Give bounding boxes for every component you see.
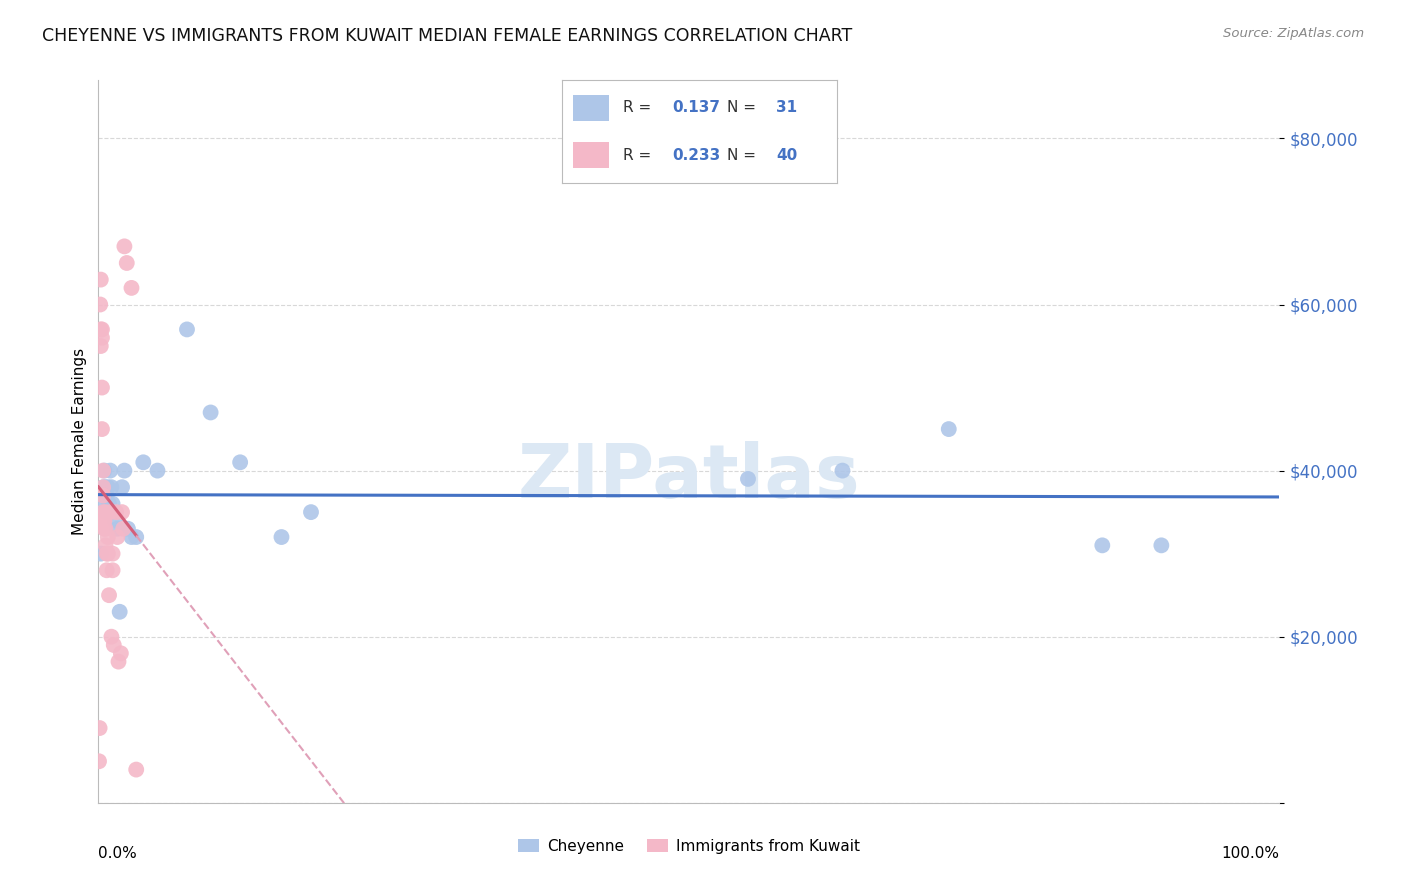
Point [100, 480, 122, 494]
Text: ZIPatlas: ZIPatlas [517, 442, 860, 514]
Point [112, 464, 135, 478]
Text: 0.137: 0.137 [672, 101, 720, 115]
Point [299, 505, 322, 519]
Point [125, 763, 148, 777]
Point [125, 530, 148, 544]
Text: N =: N = [727, 101, 761, 115]
Point [91, 422, 114, 436]
Point [112, 522, 135, 536]
Point [103, 638, 125, 652]
Point [121, 281, 143, 295]
Point [105, 530, 128, 544]
Text: 0.0%: 0.0% [98, 847, 138, 861]
Point [94, 538, 117, 552]
Point [90, 339, 112, 353]
Point [96, 563, 118, 577]
Text: R =: R = [623, 101, 655, 115]
Point [111, 480, 134, 494]
Point [101, 497, 124, 511]
Point [97, 480, 120, 494]
Point [270, 530, 292, 544]
Point [91, 331, 114, 345]
Point [98, 588, 121, 602]
Point [93, 513, 115, 527]
Point [110, 646, 132, 660]
Point [98, 505, 121, 519]
Point [96, 505, 118, 519]
Point [104, 513, 127, 527]
Point [108, 605, 131, 619]
Point [91, 489, 114, 503]
Point [132, 455, 155, 469]
Point [938, 422, 960, 436]
Point [1150, 538, 1173, 552]
Point [100, 630, 122, 644]
Point [105, 505, 128, 519]
Point [91, 322, 114, 336]
Point [146, 464, 169, 478]
Text: CHEYENNE VS IMMIGRANTS FROM KUWAIT MEDIAN FEMALE EARNINGS CORRELATION CHART: CHEYENNE VS IMMIGRANTS FROM KUWAIT MEDIA… [42, 27, 852, 45]
Point [98, 464, 121, 478]
Point [90, 547, 112, 561]
Point [112, 239, 135, 253]
Point [89, 297, 111, 311]
Point [94, 480, 117, 494]
Point [111, 505, 134, 519]
Point [94, 522, 117, 536]
Text: 0.233: 0.233 [672, 148, 720, 162]
Point [737, 472, 759, 486]
Point [90, 272, 112, 286]
Point [200, 405, 222, 419]
Point [97, 547, 120, 561]
Point [115, 256, 138, 270]
Point [107, 655, 129, 669]
Point [176, 322, 198, 336]
Point [831, 464, 853, 478]
Legend: Cheyenne, Immigrants from Kuwait: Cheyenne, Immigrants from Kuwait [512, 833, 866, 860]
Point [93, 464, 115, 478]
Point [101, 547, 124, 561]
Point [97, 530, 120, 544]
Point [1091, 538, 1114, 552]
Point [121, 530, 143, 544]
Point [117, 522, 139, 536]
Point [105, 522, 128, 536]
Bar [574, 142, 609, 169]
Text: 100.0%: 100.0% [1222, 847, 1279, 861]
Y-axis label: Median Female Earnings: Median Female Earnings [72, 348, 87, 535]
Point [93, 513, 115, 527]
Point [94, 505, 117, 519]
Point [91, 480, 114, 494]
Point [87, 754, 110, 768]
Point [91, 380, 114, 394]
Point [91, 505, 114, 519]
Text: 40: 40 [776, 148, 797, 162]
Point [96, 547, 118, 561]
Point [90, 322, 112, 336]
Text: N =: N = [727, 148, 761, 162]
Text: 31: 31 [776, 101, 797, 115]
Bar [574, 95, 609, 121]
Point [91, 480, 114, 494]
Point [101, 563, 124, 577]
Point [89, 721, 111, 735]
Point [93, 522, 115, 536]
Point [98, 497, 121, 511]
Point [91, 464, 114, 478]
Text: Source: ZipAtlas.com: Source: ZipAtlas.com [1223, 27, 1364, 40]
Text: R =: R = [623, 148, 655, 162]
Point [229, 455, 252, 469]
Point [91, 497, 114, 511]
